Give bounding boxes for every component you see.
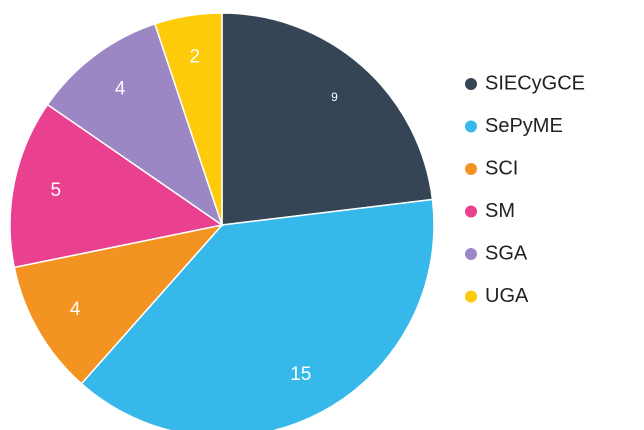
pie-slice bbox=[153, 12, 223, 226]
legend-swatch bbox=[465, 78, 477, 90]
legend-label: SCI bbox=[485, 157, 518, 179]
data-label: 4 bbox=[70, 299, 81, 320]
legend-swatch bbox=[465, 120, 477, 133]
data-label: 2 bbox=[190, 47, 201, 68]
pie-slice bbox=[221, 12, 434, 226]
pie-slice bbox=[46, 22, 224, 227]
legend: SIECyGCE SePyME SCI SM SGA UGA bbox=[465, 72, 585, 307]
data-label: 5 bbox=[51, 180, 62, 201]
legend-label: SM bbox=[485, 200, 515, 222]
pie-slice bbox=[13, 223, 225, 385]
legend-label: SIECyGCE bbox=[485, 72, 585, 94]
data-labels: 9 15 4 5 4 2 bbox=[51, 47, 339, 386]
legend-swatch bbox=[465, 163, 477, 175]
data-label: 9 bbox=[331, 90, 338, 104]
legend-swatch bbox=[465, 290, 477, 303]
pie bbox=[9, 12, 435, 430]
data-label: 4 bbox=[115, 78, 126, 99]
legend-swatch bbox=[465, 205, 477, 218]
legend-swatch bbox=[465, 248, 477, 260]
legend-label: UGA bbox=[485, 285, 529, 307]
pie-slice bbox=[80, 198, 435, 430]
data-label: 15 bbox=[290, 364, 311, 385]
legend-label: SGA bbox=[485, 242, 528, 264]
legend-label: SePyME bbox=[485, 115, 563, 137]
pie-slice bbox=[9, 103, 224, 269]
